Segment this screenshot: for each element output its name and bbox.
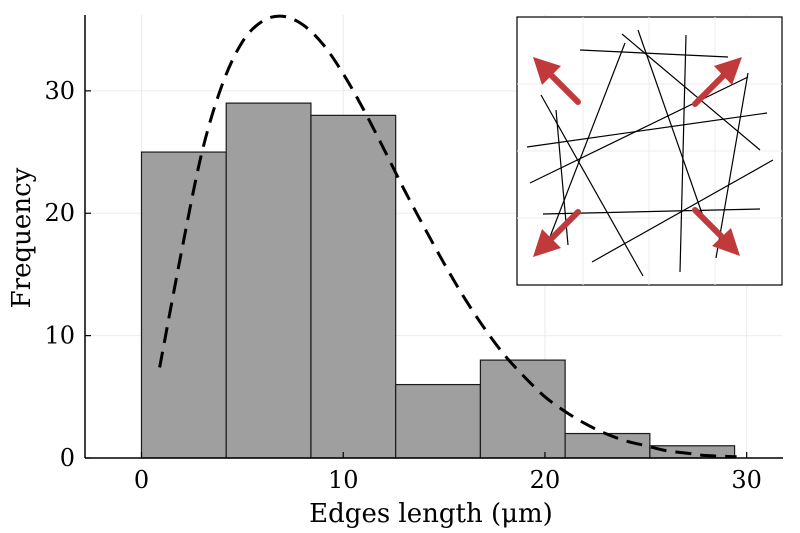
x-tick-label: 0 [134,466,149,494]
fiber-line [540,94,644,277]
arrow-down-left-icon [533,209,581,257]
fiber-line [529,76,749,184]
y-axis-title: Frequency [7,167,37,308]
y-tick-label: 20 [44,199,75,227]
fiber-line [547,42,626,243]
tick-labels: 0 10 20 30 0 10 20 30 [44,77,762,494]
axes [84,15,783,459]
fiber-line [591,159,774,263]
arrow-down-right-icon [692,207,740,256]
fiber-line [621,33,761,151]
fit-curve [158,14,737,459]
histogram-bar [310,114,397,459]
x-tick-label: 20 [530,466,561,494]
histogram-bar [564,432,651,459]
inset-fibers [526,29,774,277]
y-tick-label: 10 [44,322,75,350]
histogram-bar [140,151,227,459]
inset-arrows [533,57,742,257]
y-tick-label: 30 [44,77,75,105]
fiber-line [579,49,729,58]
y-tick-label: 0 [60,444,75,472]
histogram-bar [225,102,312,459]
fiber-line [679,34,687,273]
histogram-bar [395,383,481,459]
x-axis-title: Edges length (μm) [309,499,553,529]
x-tick-label: 30 [731,466,762,494]
x-tick-label: 10 [328,466,359,494]
fiber-line [715,72,749,259]
inset-fiber-network [516,16,783,286]
arrow-up-right-icon [692,57,742,107]
histogram-bars [140,102,736,459]
fiber-line [526,112,768,148]
arrow-up-left-icon [533,57,581,105]
histogram-bar [649,445,736,459]
